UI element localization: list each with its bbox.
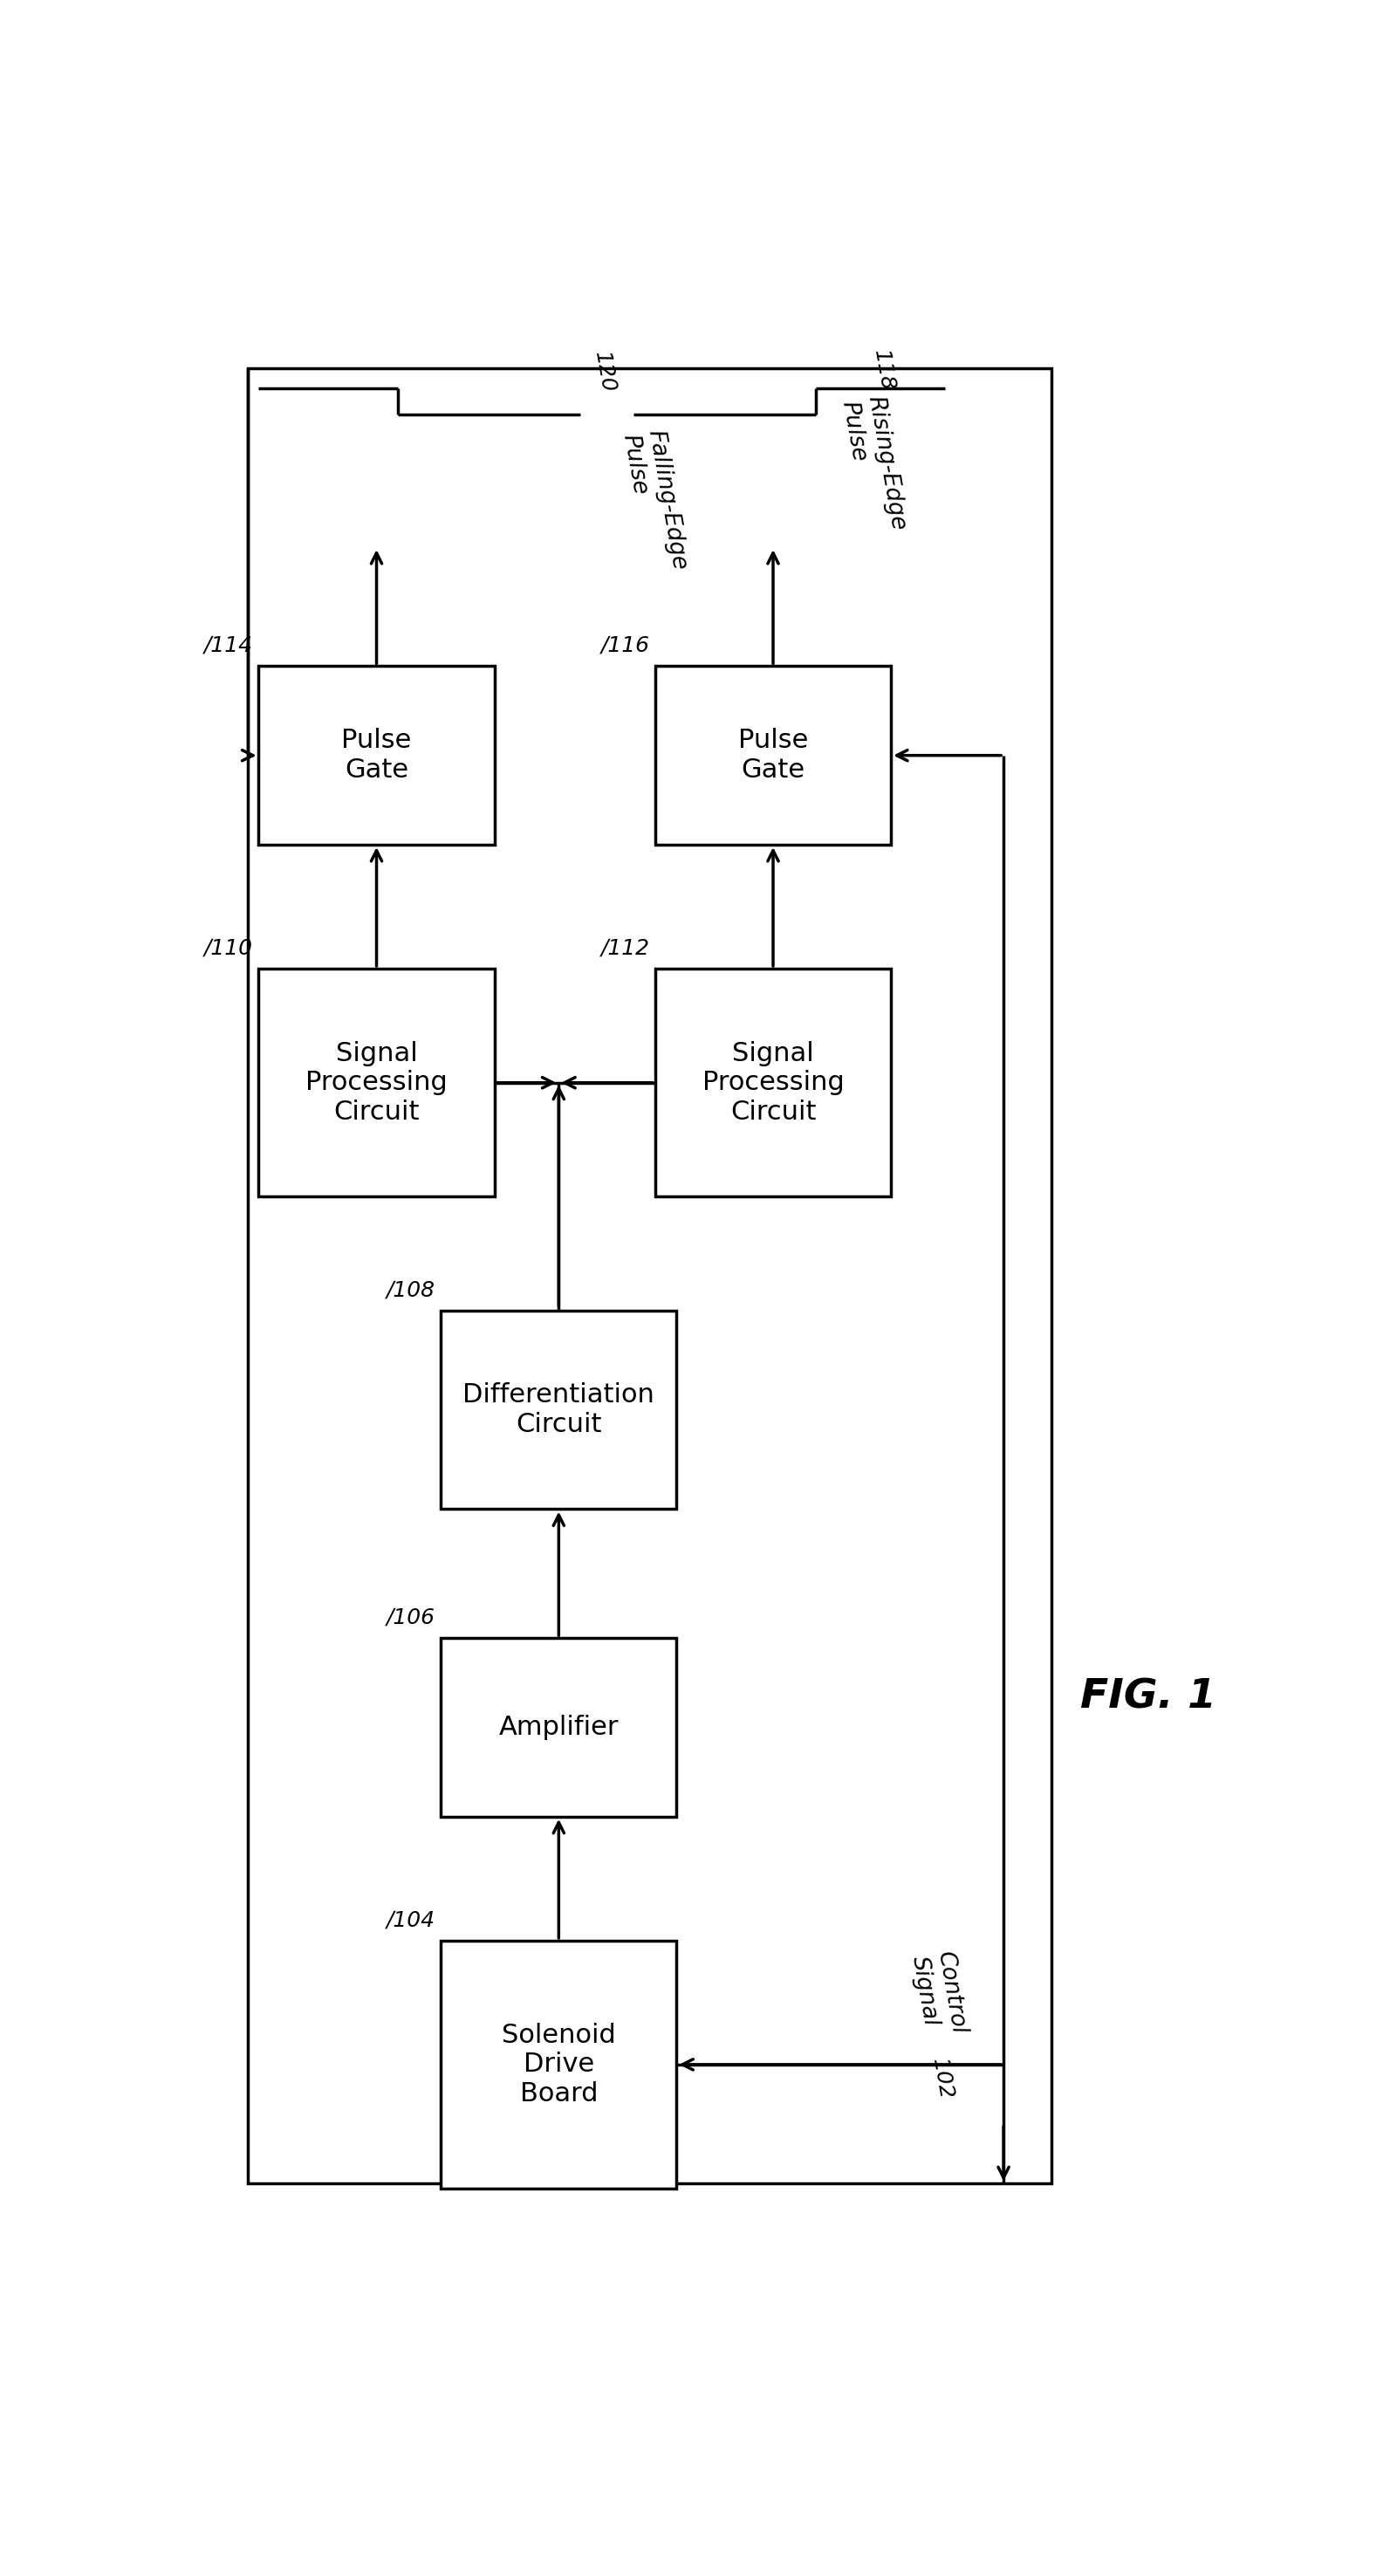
Bar: [441, 1311, 676, 1510]
Text: Signal
Processing
Circuit: Signal Processing Circuit: [703, 1041, 844, 1126]
Text: 118: 118: [870, 348, 898, 392]
Text: 120: 120: [591, 350, 618, 394]
Text: Differentiation
Circuit: Differentiation Circuit: [463, 1383, 654, 1437]
Bar: [259, 969, 495, 1198]
Bar: [441, 1940, 676, 2190]
Text: ∕114: ∕114: [205, 636, 253, 657]
Bar: [656, 969, 891, 1198]
Bar: [248, 368, 1051, 2184]
Text: ∕116: ∕116: [602, 636, 650, 657]
Text: 102: 102: [928, 2056, 957, 2099]
Text: ∕112: ∕112: [602, 938, 650, 958]
Bar: [656, 667, 891, 845]
Text: ∕104: ∕104: [387, 1909, 436, 1929]
Text: FIG. 1: FIG. 1: [1080, 1677, 1216, 1718]
Bar: [259, 667, 495, 845]
Bar: [441, 1638, 676, 1816]
Text: Rising-Edge
Pulse: Rising-Edge Pulse: [838, 394, 909, 538]
Text: Pulse
Gate: Pulse Gate: [342, 729, 412, 783]
Text: ∕106: ∕106: [387, 1607, 436, 1628]
Text: Amplifier: Amplifier: [499, 1716, 618, 1739]
Text: Control
Signal: Control Signal: [907, 1950, 969, 2040]
Text: ∕110: ∕110: [205, 938, 253, 958]
Text: Pulse
Gate: Pulse Gate: [739, 729, 808, 783]
Text: Solenoid
Drive
Board: Solenoid Drive Board: [502, 2022, 615, 2107]
Text: ∕108: ∕108: [387, 1280, 436, 1301]
Text: Falling-Edge
Pulse: Falling-Edge Pulse: [618, 428, 690, 577]
Text: Signal
Processing
Circuit: Signal Processing Circuit: [306, 1041, 448, 1126]
